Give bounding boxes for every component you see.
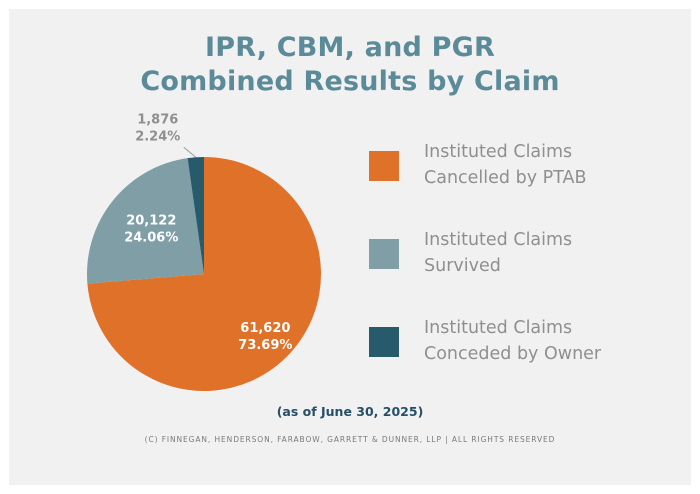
legend-label-cancelled: Instituted Claims Cancelled by PTAB <box>424 142 587 188</box>
legend-item-survived: Instituted Claims Survived <box>369 227 669 287</box>
data-label-value-cancelled: 61,620 <box>240 321 290 336</box>
data-label-value-survived: 20,122 <box>126 213 176 228</box>
legend-item-conceded: Instituted Claims Conceded by Owner <box>369 315 669 375</box>
data-label-percent-conceded: 2.24% <box>135 129 180 144</box>
pie-slice-conceded <box>187 157 204 274</box>
data-label-value-conceded: 1,876 <box>137 112 178 127</box>
legend-swatch-conceded <box>369 327 399 357</box>
legend-swatch-survived <box>369 239 399 269</box>
legend-label-conceded: Instituted Claims Conceded by Owner <box>424 318 602 364</box>
copyright-notice: (C) FINNEGAN, HENDERSON, FARABOW, GARRET… <box>144 435 556 444</box>
legend-swatch-cancelled <box>369 151 399 181</box>
chart-card: IPR, CBM, and PGR Combined Results by Cl… <box>9 9 691 485</box>
chart-title-line-1: IPR, CBM, and PGR <box>204 32 495 63</box>
legend-label-survived: Instituted Claims Survived <box>424 230 573 276</box>
chart-title-line-2: Combined Results by Claim <box>140 66 560 97</box>
pie-slice-survived <box>87 158 204 284</box>
pie-chart: 61,620 73.69% 20,122 24.06% 1,876 2.24% <box>87 112 321 391</box>
as-of-date: (as of June 30, 2025) <box>276 404 424 419</box>
data-label-percent-cancelled: 73.69% <box>238 338 292 353</box>
pie-slice-cancelled <box>87 157 321 391</box>
data-label-percent-survived: 24.06% <box>124 230 178 245</box>
chart-title: IPR, CBM, and PGR Combined Results by Cl… <box>9 31 691 99</box>
legend-item-cancelled: Instituted Claims Cancelled by PTAB <box>369 139 669 199</box>
leader-line-conceded <box>183 146 197 158</box>
